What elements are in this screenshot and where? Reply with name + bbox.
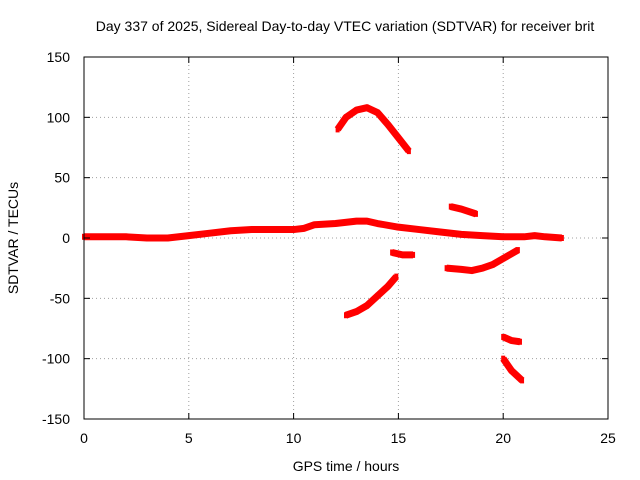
data-point-arc-main-2: [123, 233, 128, 240]
y-tick-label: 50: [54, 170, 70, 186]
data-point-arc-trough-0: [444, 265, 449, 272]
data-point-arc-main-24: [522, 233, 527, 240]
data-point-arc-main-13: [333, 220, 338, 227]
data-point-arc-short-1-2: [411, 251, 416, 258]
data-point-arc-trough-3: [480, 265, 485, 272]
data-point-arc-low-rising-2: [364, 302, 369, 309]
data-point-arc-main-5: [186, 232, 191, 239]
series-line-arc-main: [84, 217, 563, 242]
data-point-arc-short-1-0: [390, 249, 395, 256]
data-point-arc-low-rising-1: [354, 308, 359, 315]
chart-title: Day 337 of 2025, Sidereal Day-to-day VTE…: [96, 18, 595, 34]
data-point-arc-short-2-2: [473, 210, 478, 217]
data-point-arc-main-3: [144, 235, 149, 241]
data-point-arc-falling-0: [501, 355, 506, 362]
data-point-arc-main-21: [480, 232, 485, 239]
series-line-arc-short-2: [450, 203, 478, 218]
data-point-arc-main-19: [438, 228, 443, 235]
data-point-arc-short-3-2: [517, 338, 522, 345]
y-tick-labels: -150 -100 -50 0 50 100 150: [42, 49, 70, 427]
data-point-arc-falling-2: [520, 377, 525, 384]
data-point-arc-main-7: [228, 227, 233, 234]
data-point-arc-trough-6: [515, 247, 520, 254]
data-point-arc-trough-5: [501, 255, 506, 262]
y-axis-label: SDTVAR / TECUs: [5, 182, 21, 294]
data-point-arc-main-17: [396, 224, 401, 231]
x-tick-label: 10: [286, 430, 302, 446]
data-point-arc-main-8: [249, 226, 254, 233]
x-axis-label: GPS time / hours: [293, 458, 400, 474]
data-point-arc-main-11: [302, 225, 307, 232]
data-point-arc-main-26: [543, 233, 548, 240]
data-point-arc-low-rising-4: [385, 283, 390, 290]
y-tick-label: 100: [47, 109, 71, 125]
data-point-arc-hump-0: [335, 126, 340, 133]
data-point-arc-main-23: [511, 233, 516, 240]
series-layer: [82, 104, 564, 384]
data-point-arc-falling-1: [509, 367, 514, 374]
data-point-arc-main-1: [102, 233, 107, 240]
data-point-arc-hump-2: [354, 107, 359, 114]
data-point-arc-main-9: [270, 226, 275, 233]
data-point-arc-low-rising-0: [344, 312, 348, 319]
y-tick-label: 0: [62, 230, 70, 246]
y-tick-label: -100: [42, 351, 70, 367]
tick-layer: [83, 56, 609, 420]
data-point-arc-main-16: [375, 220, 380, 227]
data-point-arc-hump-6: [396, 134, 401, 141]
data-point-arc-main-27: [559, 235, 564, 241]
data-point-arc-main-4: [165, 235, 170, 241]
data-point-arc-low-rising-3: [375, 292, 380, 299]
data-point-arc-main-12: [312, 221, 317, 228]
data-point-arc-trough-2: [469, 267, 474, 274]
y-tick-label: -150: [42, 411, 70, 427]
data-point-arc-main-6: [207, 230, 212, 237]
data-point-arc-trough-4: [490, 261, 495, 268]
x-tick-label: 5: [185, 430, 193, 446]
data-point-arc-main-15: [364, 218, 369, 225]
y-tick-label: -50: [50, 290, 70, 306]
data-point-arc-main-25: [532, 232, 537, 239]
data-point-arc-short-3-0: [501, 333, 506, 340]
data-point-arc-hump-7: [406, 148, 411, 155]
data-point-arc-short-1-1: [400, 251, 405, 258]
y-tick-label: 150: [47, 49, 71, 65]
data-point-arc-hump-1: [344, 114, 348, 121]
x-tick-labels: 0 5 10 15 20 25: [80, 430, 616, 446]
data-point-arc-main-20: [459, 231, 464, 238]
data-point-arc-main-14: [354, 218, 359, 225]
data-point-arc-hump-4: [375, 109, 380, 116]
x-tick-label: 0: [80, 430, 88, 446]
data-point-arc-main-10: [291, 226, 296, 233]
data-point-arc-hump-3: [364, 104, 369, 111]
series-line-arc-low-rising: [344, 274, 399, 319]
x-tick-label: 15: [391, 430, 407, 446]
data-point-arc-main-18: [417, 226, 422, 233]
data-point-arc-short-2-1: [459, 206, 464, 213]
x-tick-label: 25: [600, 430, 616, 446]
data-point-arc-short-2-0: [448, 203, 453, 210]
data-point-arc-hump-5: [385, 121, 390, 128]
data-point-arc-main-22: [501, 233, 506, 240]
data-point-arc-low-rising-5: [394, 273, 399, 280]
x-tick-label: 20: [495, 430, 511, 446]
data-point-arc-short-3-1: [509, 337, 514, 344]
data-point-arc-trough-1: [459, 266, 464, 273]
